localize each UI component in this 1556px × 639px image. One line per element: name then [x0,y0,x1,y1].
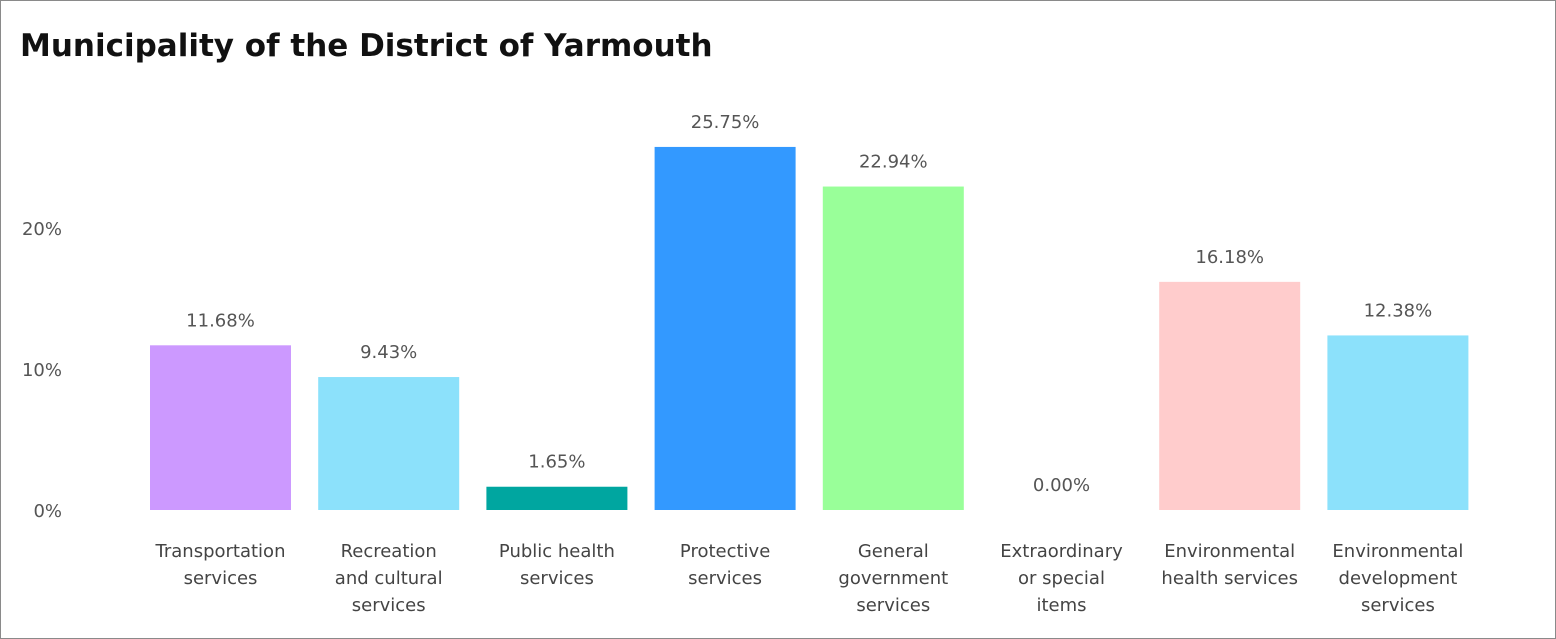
data-label: 16.18% [1195,247,1264,268]
data-label: 9.43% [360,342,417,363]
x-tick-label: Environmental [1164,541,1295,562]
data-label: 12.38% [1364,300,1433,321]
data-label: 0.00% [1033,475,1090,496]
y-axis: 0% 10% 20% [22,219,62,522]
x-axis: Transportation services Recreation and cult… [155,541,1464,616]
chart-title: Municipality of the District of Yarmouth [20,28,713,64]
x-tick-label: development [1339,568,1458,589]
x-tick-label: Recreation [341,541,437,562]
x-tick-label: services [184,568,258,589]
bar[interactable] [1327,335,1469,510]
x-tick-label: government [838,568,948,589]
x-tick-label: Environmental [1332,541,1463,562]
data-label: 1.65% [528,452,585,473]
x-tick-label: health services [1161,568,1298,589]
bar-series [150,146,1469,511]
y-tick-label: 10% [22,360,62,381]
x-tick-label: Protective [680,541,770,562]
x-tick-label: services [1361,595,1435,616]
data-label: 11.68% [186,310,255,331]
bar[interactable] [150,345,291,510]
bar[interactable] [486,486,628,510]
data-label: 25.75% [691,112,760,133]
x-tick-label: services [856,595,930,616]
data-label: 22.94% [859,152,928,173]
bar[interactable] [822,186,964,510]
x-tick-label: services [688,568,762,589]
x-tick-label: services [352,595,426,616]
x-tick-label: services [520,568,594,589]
x-tick-label: Extraordinary [1000,541,1123,562]
x-tick-label: or special [1018,568,1105,589]
y-tick-label: 0% [33,501,62,522]
x-tick-label: General [858,541,929,562]
x-tick-label: and cultural [335,568,443,589]
data-labels: 11.68% 9.43% 1.65% 25.75% 22.94% 0.00% 16.18% 1… [186,112,1432,496]
x-tick-label: items [1036,595,1086,616]
bar[interactable] [1159,281,1301,510]
x-tick-label: Public health [499,541,615,562]
y-tick-label: 20% [22,219,62,240]
bar[interactable] [654,146,796,511]
bar[interactable] [318,377,460,510]
x-tick-label: Transportation [155,541,286,562]
